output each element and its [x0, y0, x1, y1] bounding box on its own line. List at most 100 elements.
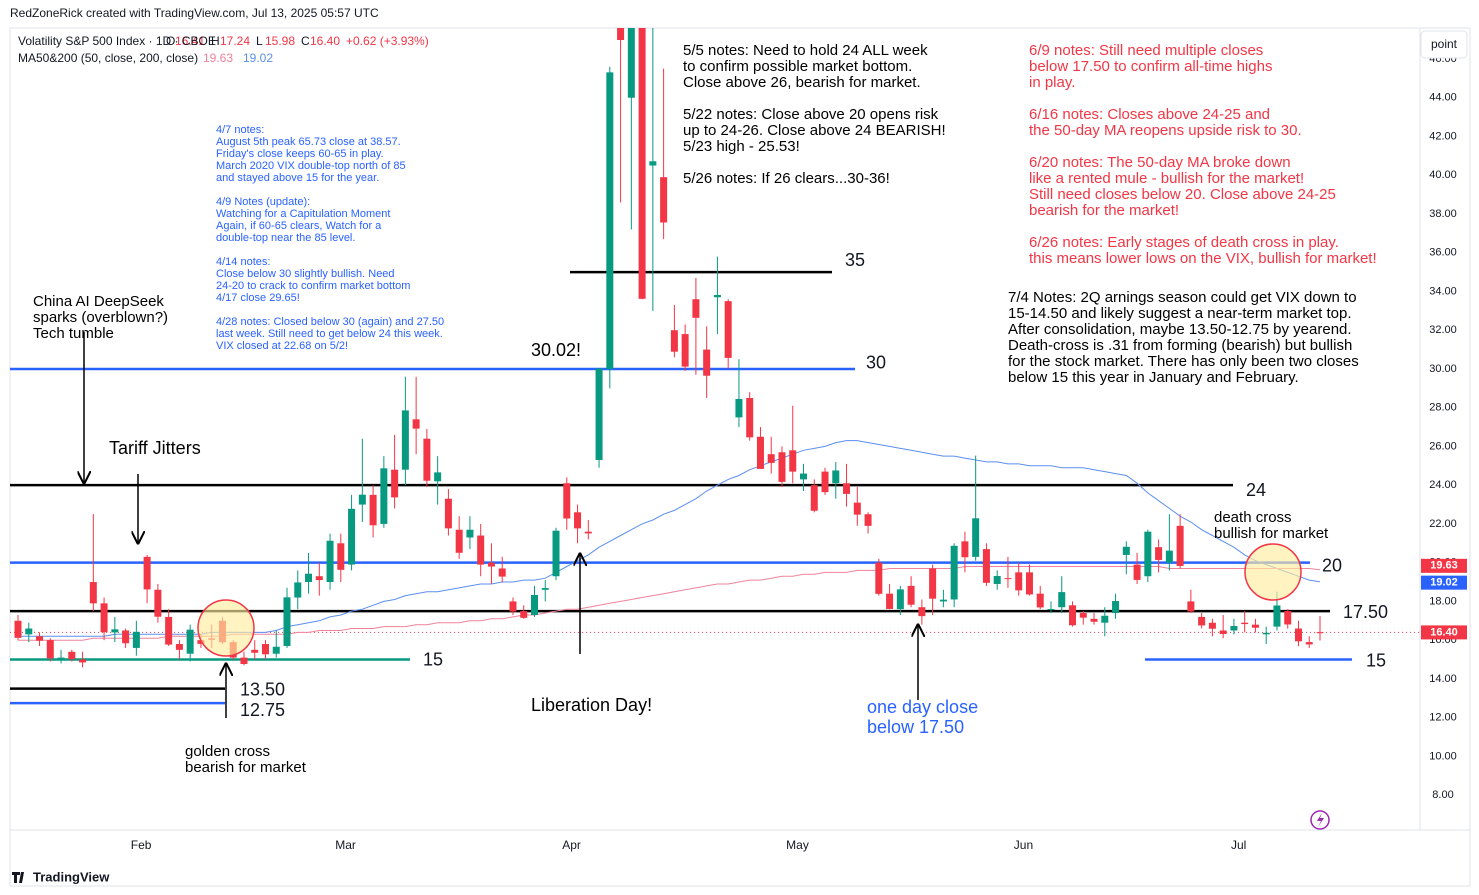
candle-body	[466, 529, 474, 538]
candle-body	[68, 651, 76, 660]
candle-body	[1058, 592, 1066, 608]
candle-body	[1187, 601, 1195, 612]
candle-body	[1305, 642, 1313, 645]
candle-body	[348, 508, 356, 565]
candle-body	[1112, 601, 1120, 614]
note-line: 7/4 Notes: 2Q arnings season could get V…	[1008, 289, 1357, 306]
y-tick-label: 22.00	[1429, 518, 1457, 530]
note-line: 15-14.50 and likely suggest a near-term …	[1008, 305, 1352, 322]
candle-body	[660, 177, 668, 223]
candle-body	[574, 512, 582, 529]
note-line: 5/22 notes: Close above 20 opens risk	[683, 106, 939, 123]
candle-body	[638, 28, 646, 299]
price-tag-label: 19.63	[1430, 560, 1458, 572]
candle-body	[1069, 605, 1077, 626]
note-line: in play.	[1029, 74, 1075, 91]
candle-body	[810, 485, 818, 511]
levels	[10, 270, 1420, 705]
point-button[interactable]	[1420, 30, 1468, 59]
legend-value: 16.41	[175, 34, 205, 48]
candle-body	[756, 436, 764, 469]
candle-body	[154, 589, 162, 617]
legend-value: 16.40	[310, 34, 340, 48]
y-tick-label: 14.00	[1429, 673, 1457, 685]
note-line: last week. Still need to get below 24 th…	[216, 328, 443, 340]
note-line: 6/16 notes: Closes above 24-25 and	[1029, 106, 1270, 123]
callout: death cross	[1214, 509, 1292, 526]
candle-body	[821, 471, 829, 493]
icon[interactable]	[1310, 810, 1330, 830]
candle-body	[509, 601, 517, 612]
note-line: Death-cross is .31 from forming (bearish…	[1008, 337, 1352, 354]
candle-body	[853, 502, 861, 515]
candle-body	[487, 562, 495, 567]
candle-body	[100, 603, 108, 633]
y-tick-label: 24.00	[1429, 479, 1457, 491]
note-line: 6/20 notes: The 50-day MA broke down	[1029, 154, 1291, 171]
candle-body	[778, 452, 786, 482]
candle-body	[907, 585, 915, 605]
callout: Tech tumble	[33, 325, 114, 342]
y-tick-label: 10.00	[1429, 750, 1457, 762]
y-tick-label: 18.00	[1429, 595, 1457, 607]
candle-body	[175, 644, 183, 650]
candle-body	[1208, 622, 1216, 629]
note-line: 24-20 to crack to confirm market bottom	[216, 280, 410, 292]
candle-body	[186, 629, 194, 654]
candle-body	[864, 514, 872, 526]
candle-body	[444, 498, 452, 529]
candle-body	[929, 568, 937, 599]
candle-body	[369, 494, 377, 526]
indicator: MA50&200 (50, close, 200, close)	[18, 51, 198, 65]
price-tag	[1421, 558, 1467, 573]
credit: RedZoneRick created with TradingView.com…	[10, 6, 379, 20]
candle-body	[1090, 618, 1098, 622]
candle-body	[875, 562, 883, 594]
candle-body	[1025, 572, 1033, 595]
candle-body	[552, 530, 560, 577]
note-line: VIX closed at 22.68 on 5/2!	[216, 340, 348, 352]
candle-body	[1294, 628, 1302, 642]
candle-body	[1262, 632, 1270, 635]
candle-body	[972, 518, 980, 557]
highlight-circle	[197, 599, 255, 657]
x-tick-label: Apr	[562, 838, 581, 852]
candle-body	[1273, 605, 1281, 627]
y-tick-label: 36.00	[1429, 247, 1457, 259]
point-button-label[interactable]: point	[1431, 37, 1458, 51]
candle-body	[1133, 564, 1141, 580]
candle-body	[950, 545, 958, 600]
callout: China AI DeepSeek	[33, 293, 164, 310]
icon	[1317, 813, 1324, 827]
candle-body	[896, 589, 904, 610]
candle-body	[434, 472, 442, 482]
candle-body	[1230, 626, 1238, 631]
frame	[9, 27, 1471, 887]
candle-body	[617, 28, 625, 41]
level-label: 20	[1322, 555, 1342, 575]
candle-body	[1079, 613, 1087, 618]
candle-body	[800, 473, 808, 480]
candle-body	[713, 294, 721, 298]
candle-body	[1316, 632, 1324, 634]
level-label: 30	[866, 353, 886, 373]
legend-value: 15.98	[265, 34, 295, 48]
candle-body	[272, 646, 280, 654]
candle-body	[703, 349, 711, 376]
candle-body	[1004, 578, 1012, 580]
candle-body	[498, 568, 506, 577]
y-tick-label: 34.00	[1429, 285, 1457, 297]
level-label: 15	[423, 649, 443, 669]
candle-body	[46, 640, 54, 659]
candle-body	[530, 595, 538, 615]
candle-body	[1144, 531, 1152, 577]
candle-body	[563, 483, 571, 519]
candle-body	[122, 630, 130, 644]
note-line: this means lower lows on the VIX, bullis…	[1029, 250, 1377, 267]
candle-body	[79, 659, 87, 663]
x-tick-label: Mar	[335, 838, 356, 852]
y-tick-label: 12.00	[1429, 712, 1457, 724]
level-label: 12.75	[240, 700, 285, 720]
candle-body	[789, 450, 797, 472]
